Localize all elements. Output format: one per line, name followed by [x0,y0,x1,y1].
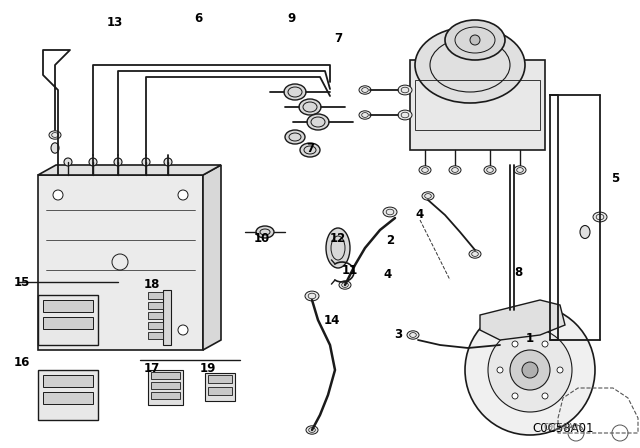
Bar [38,175,203,350]
Circle shape [512,393,518,399]
Polygon shape [203,165,221,350]
Text: 12: 12 [330,232,346,245]
Ellipse shape [505,323,515,336]
Circle shape [470,35,480,45]
Text: 1: 1 [526,332,534,345]
Text: C0C58A01: C0C58A01 [532,422,594,435]
Ellipse shape [469,250,481,258]
Circle shape [465,305,595,435]
Ellipse shape [306,426,318,434]
Bar [208,375,232,383]
Circle shape [53,190,63,200]
Text: 2: 2 [386,233,394,246]
Ellipse shape [299,99,321,115]
Text: 13: 13 [107,16,123,29]
Circle shape [178,325,188,335]
Ellipse shape [256,226,274,238]
Ellipse shape [496,338,508,346]
Bar [148,370,183,405]
Text: 5: 5 [611,172,619,185]
Text: 11: 11 [342,263,358,276]
Text: 14: 14 [324,314,340,327]
Circle shape [53,325,63,335]
Text: 7: 7 [334,31,342,44]
Ellipse shape [398,110,412,120]
Ellipse shape [339,281,351,289]
Circle shape [522,362,538,378]
Bar [43,317,93,329]
Ellipse shape [419,166,431,174]
Polygon shape [480,300,565,340]
Circle shape [114,158,122,166]
Circle shape [64,158,72,166]
Text: 4: 4 [384,268,392,281]
Circle shape [178,190,188,200]
Bar [43,392,93,404]
Text: 18: 18 [144,279,160,292]
Circle shape [510,350,550,390]
Bar [38,295,98,345]
Bar [148,332,163,339]
Ellipse shape [307,114,329,130]
Circle shape [542,341,548,347]
Ellipse shape [359,86,371,94]
Text: 15: 15 [14,276,30,289]
Text: 8: 8 [514,266,522,279]
Circle shape [497,367,503,373]
Ellipse shape [285,130,305,144]
Ellipse shape [407,331,419,339]
Text: 9: 9 [288,12,296,25]
Ellipse shape [51,143,59,153]
Bar [148,312,163,319]
Bar [205,373,235,401]
Bar [163,290,171,345]
Ellipse shape [300,143,320,157]
Bar [151,382,180,389]
Circle shape [164,158,172,166]
Ellipse shape [449,166,461,174]
Circle shape [89,158,97,166]
Ellipse shape [284,84,306,100]
Text: 4: 4 [416,208,424,221]
Ellipse shape [326,228,350,268]
Text: 19: 19 [200,362,216,375]
Ellipse shape [305,291,319,301]
Polygon shape [38,165,221,175]
Bar [148,302,163,309]
Bar [38,370,98,420]
Ellipse shape [398,85,412,95]
Bar [43,300,93,312]
Ellipse shape [445,20,505,60]
Bar [410,60,545,150]
Bar [148,322,163,329]
Text: 7: 7 [306,142,314,155]
Bar [43,375,93,387]
Bar [151,392,180,399]
Bar [208,387,232,395]
Ellipse shape [580,225,590,238]
Text: 6: 6 [194,12,202,25]
Bar [151,372,180,379]
Text: C0C58A01: C0C58A01 [543,423,583,432]
Ellipse shape [49,131,61,139]
Ellipse shape [593,212,607,222]
Ellipse shape [514,166,526,174]
Circle shape [557,367,563,373]
Text: 16: 16 [14,356,30,369]
Ellipse shape [383,207,397,217]
Text: 3: 3 [394,328,402,341]
Ellipse shape [359,111,371,119]
Circle shape [542,393,548,399]
Ellipse shape [415,27,525,103]
Circle shape [512,341,518,347]
Ellipse shape [422,192,434,200]
Ellipse shape [484,166,496,174]
Circle shape [142,158,150,166]
Text: 17: 17 [144,362,160,375]
Circle shape [488,328,572,412]
Bar [415,80,540,130]
Text: 10: 10 [254,232,270,245]
Bar [148,292,163,299]
Ellipse shape [503,310,517,320]
